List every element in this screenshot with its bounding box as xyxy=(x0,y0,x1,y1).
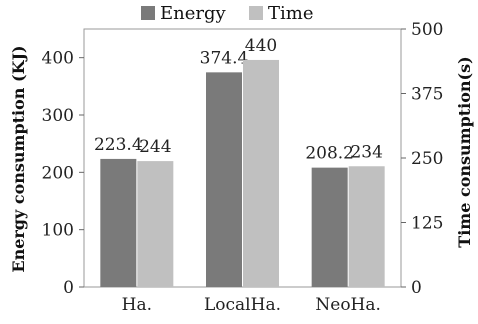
y-tick-label-left: 400 xyxy=(42,49,74,69)
bar-energy xyxy=(311,167,348,287)
legend-label-time: Time xyxy=(268,3,313,24)
data-label: 440 xyxy=(245,36,277,56)
y-tick-label-right: 0 xyxy=(411,278,422,298)
legend-swatch-time xyxy=(249,6,263,20)
y-axis-title-left: Energy consumption (KJ) xyxy=(9,45,28,272)
x-tick-label: Ha. xyxy=(122,295,152,315)
bar-energy xyxy=(206,72,242,288)
bar-time xyxy=(348,166,385,287)
y-tick-label-right: 500 xyxy=(411,20,443,40)
y-tick-label-right: 375 xyxy=(411,85,443,105)
legend-swatch-energy xyxy=(141,6,155,20)
data-label: 244 xyxy=(139,137,171,157)
bar-energy xyxy=(100,158,137,287)
y-axis-title-right: Time consumption(s) xyxy=(455,56,474,247)
y-tick-label-left: 300 xyxy=(42,106,74,126)
data-label: 374.4 xyxy=(200,48,249,68)
bar-time xyxy=(243,59,279,288)
y-tick-label-left: 100 xyxy=(42,221,74,241)
bar-time xyxy=(137,161,174,287)
data-label: 234 xyxy=(350,142,382,162)
x-tick-label: NeoHa. xyxy=(315,295,381,315)
y-tick-label-right: 125 xyxy=(411,214,443,234)
y-tick-label-right: 250 xyxy=(411,149,443,169)
data-label: 223.4 xyxy=(94,135,143,155)
legend: Energy Time xyxy=(141,3,313,24)
data-label: 208.2 xyxy=(305,144,354,164)
y-tick-label-left: 200 xyxy=(42,163,74,183)
legend-label-energy: Energy xyxy=(160,3,227,24)
x-tick-label: LocalHa. xyxy=(204,295,281,315)
y-tick-label-left: 0 xyxy=(63,278,74,298)
